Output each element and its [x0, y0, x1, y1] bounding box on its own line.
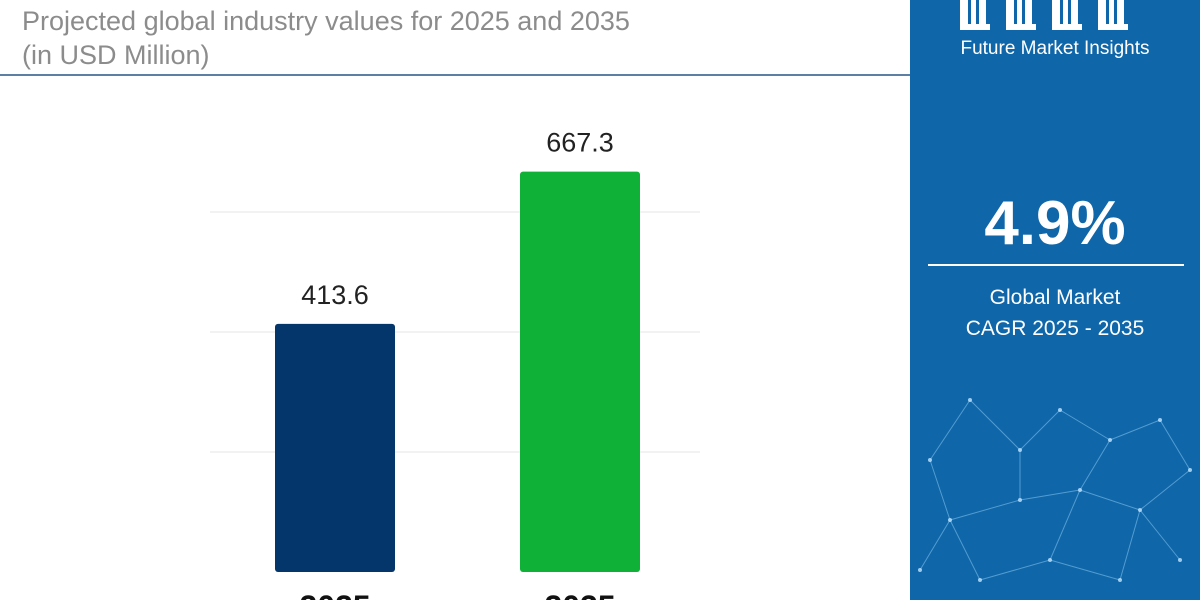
side-panel: Future Market Insights 4.9% Global Marke…: [910, 0, 1200, 600]
chart-title: Projected global industry values for 202…: [22, 4, 882, 72]
cagr-label: Global Market CAGR 2025 - 2035: [910, 282, 1200, 344]
cagr-divider: [928, 264, 1184, 266]
data-label-2025: 413.6: [301, 280, 369, 310]
chart-title-line-1: Projected global industry values for 202…: [22, 6, 630, 36]
chart-title-line-2: (in USD Million): [22, 40, 210, 70]
future-market-insights-logo: [960, 0, 1128, 30]
x-tick-label-2035: 2035: [544, 589, 615, 600]
cagr-value: 4.9%: [984, 189, 1126, 258]
title-divider: [0, 74, 910, 76]
bar-2035: [520, 171, 640, 572]
cagr-label-line-2: CAGR 2025 - 2035: [965, 317, 1145, 340]
cagr-label-line-1: Global Market: [989, 286, 1121, 309]
bar-2025: [275, 323, 395, 572]
brand-name: Future Market Insights: [960, 38, 1150, 59]
bar-chart: 413.6 2025 667.3 2035: [210, 128, 700, 600]
network-decoration: [918, 398, 1192, 582]
data-label-2035: 667.3: [546, 128, 614, 158]
x-tick-label-2025: 2025: [299, 589, 370, 600]
